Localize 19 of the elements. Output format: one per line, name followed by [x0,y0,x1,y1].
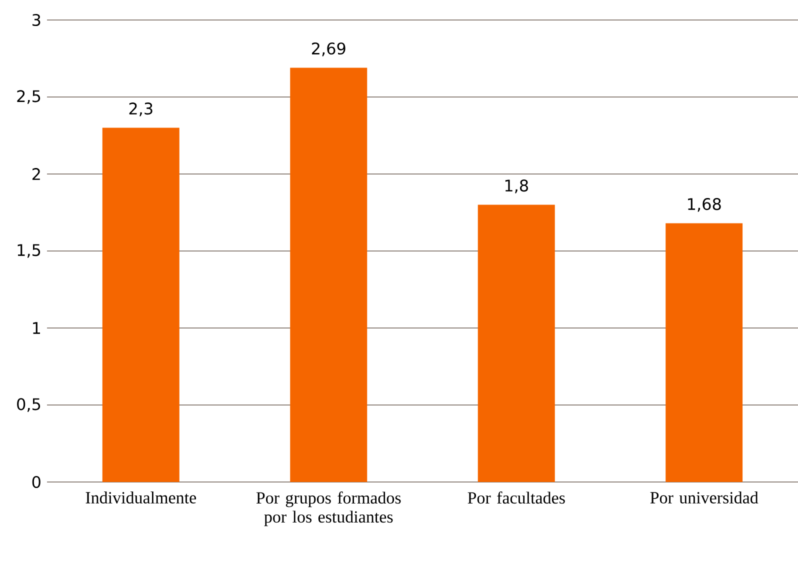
y-tick-label: 2 [32,168,40,180]
data-label: 1,68 [688,198,721,212]
y-tick-label: 3 [32,14,40,26]
x-tick-label: Individualmente [86,492,196,504]
y-tick-label: 2,5 [17,90,40,104]
y-tick-label: 1,5 [18,244,40,258]
y-tick-label: 1 [33,322,40,334]
data-label: 2,3 [129,102,152,116]
bar [478,204,555,482]
x-tick-label: Por facultades [468,492,565,504]
x-tick-label: Por grupos formados por los estudiantes [256,492,401,526]
data-label: 2,69 [312,42,346,56]
y-tick-label: 0,5 [17,398,40,412]
bar [102,128,180,482]
bar [290,68,368,482]
x-tick-label: Por universidad [650,492,758,504]
bar [666,223,743,482]
data-label: 1,8 [505,180,528,194]
y-tick-label: 0 [32,476,40,488]
